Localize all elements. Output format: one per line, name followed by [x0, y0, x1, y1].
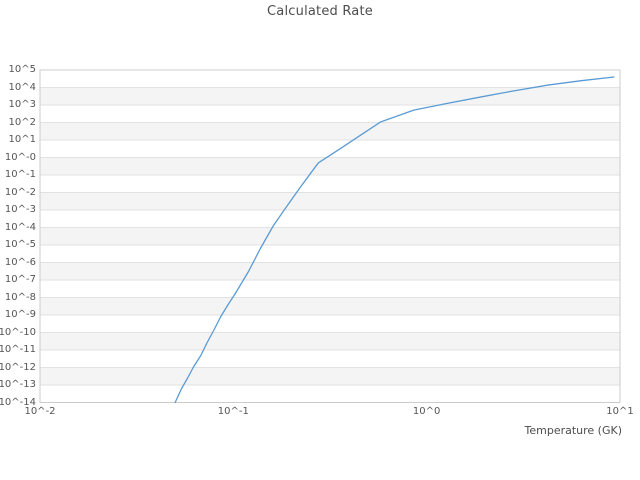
y-tick-label: 10^1 — [8, 134, 36, 145]
y-tick-label: 10^-5 — [4, 239, 36, 250]
y-tick-label: 10^-11 — [0, 344, 36, 355]
y-tick-label: 10^2 — [8, 116, 36, 128]
y-tick-label: 10^-6 — [4, 256, 36, 268]
y-tick-label: 10^-8 — [4, 291, 36, 303]
x-tick-label: 10^0 — [412, 406, 441, 417]
x-axis-label: Temperature (GK) — [524, 424, 623, 437]
grid-band — [40, 192, 620, 210]
grid-band — [40, 297, 620, 315]
y-tick-label: 10^-2 — [4, 186, 36, 198]
y-tick-label: 10^-3 — [4, 204, 36, 215]
grid-band — [40, 262, 620, 280]
y-tick-label: 10^-12 — [0, 361, 36, 373]
grid-band — [40, 87, 620, 105]
y-tick-label: 10^3 — [8, 99, 36, 110]
x-tick-label: 10^-2 — [24, 406, 56, 417]
y-tick-label: 10^-14 — [0, 396, 36, 408]
y-tick-label: 10^4 — [8, 81, 36, 93]
y-tick-label: 10^5 — [8, 64, 36, 75]
y-tick-label: 10^-13 — [0, 379, 36, 390]
y-tick-label: 10^-7 — [4, 274, 36, 285]
plot-border — [39, 69, 621, 403]
grid-band — [40, 157, 620, 175]
y-tick-label: 10^-4 — [4, 221, 36, 233]
rate-curve — [174, 76, 615, 404]
x-tick-label: 10^-1 — [217, 406, 249, 417]
chart-title: Calculated Rate — [267, 4, 373, 19]
y-tick-label: 10^-9 — [4, 309, 36, 320]
grid-band — [40, 332, 620, 350]
y-tick-label: 10^-10 — [0, 326, 36, 338]
x-tick-label: 10^1 — [606, 406, 634, 417]
grid-band — [40, 227, 620, 245]
y-tick-label: 10^-1 — [4, 169, 36, 180]
grid-band — [40, 367, 620, 385]
y-tick-label: 10^-0 — [4, 151, 36, 163]
grid-band — [40, 122, 620, 140]
